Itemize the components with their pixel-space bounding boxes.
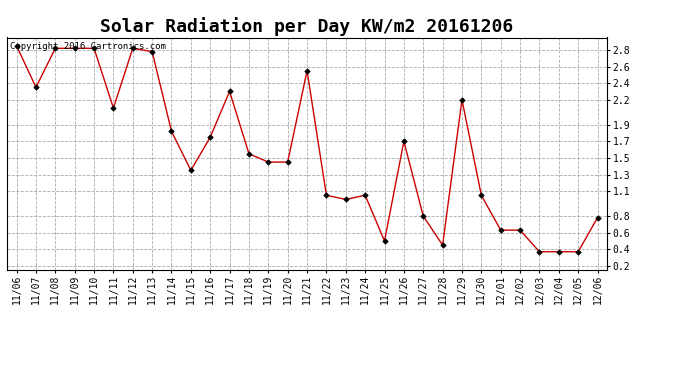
Title: Solar Radiation per Day KW/m2 20161206: Solar Radiation per Day KW/m2 20161206	[101, 17, 513, 36]
Text: Copyright 2016 Cartronics.com: Copyright 2016 Cartronics.com	[10, 42, 166, 51]
